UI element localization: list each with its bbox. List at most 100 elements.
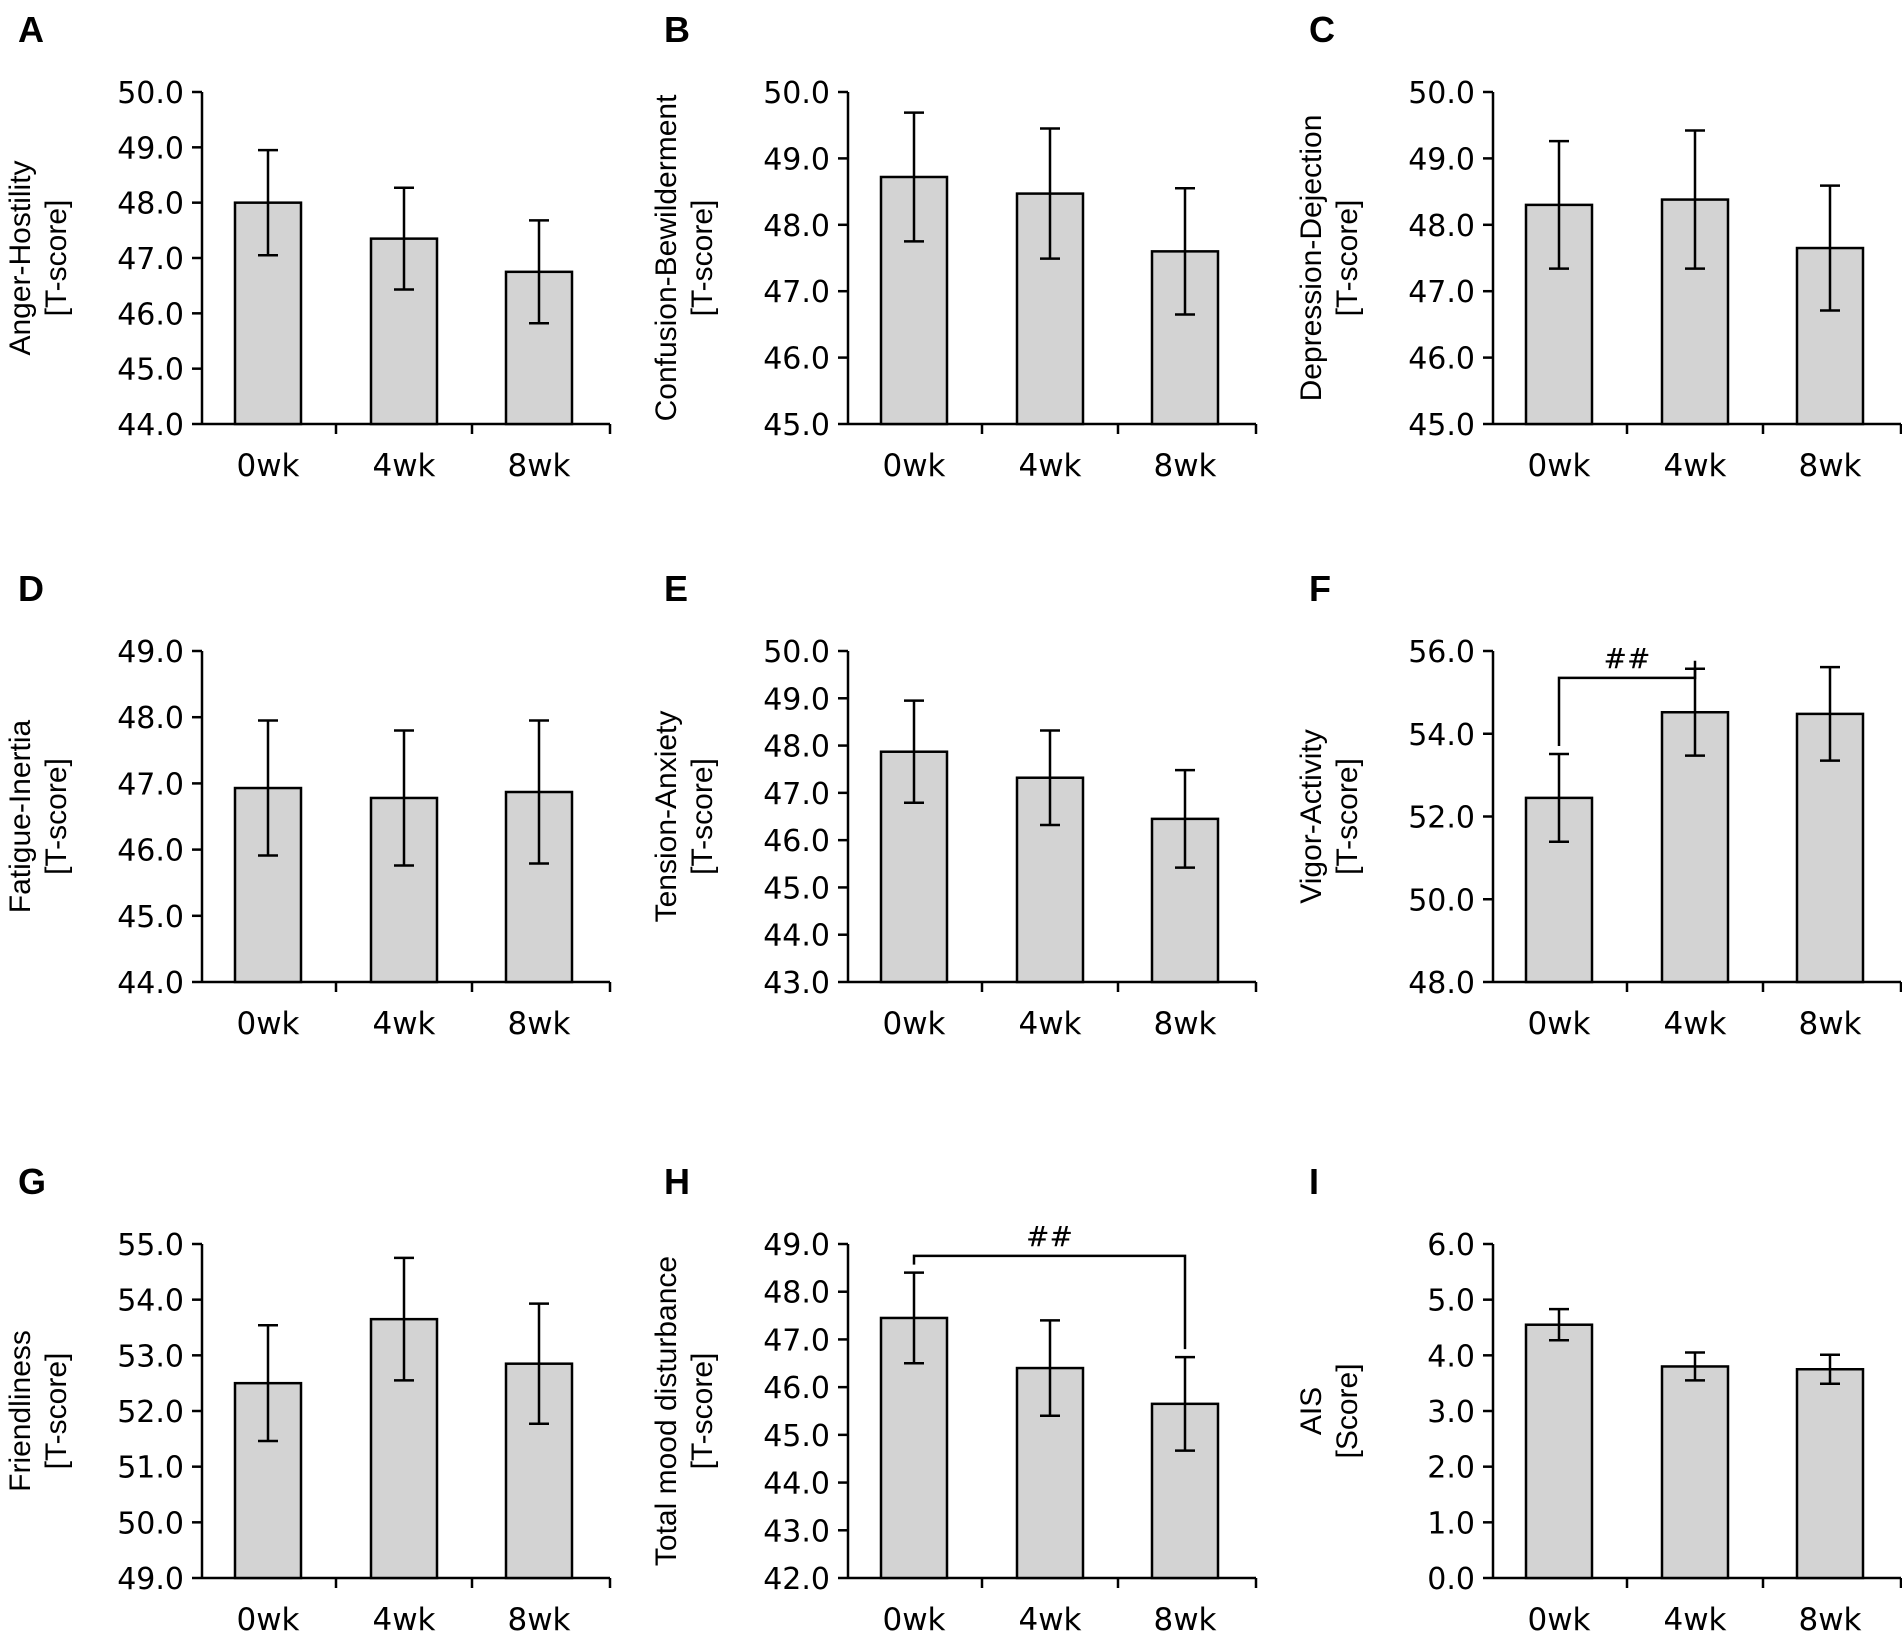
panel-letter: E [664, 568, 688, 609]
y-tick-label: 50.0 [1408, 883, 1475, 918]
y-tick-label: 43.0 [763, 966, 830, 1001]
y-tick-label: 0.0 [1427, 1562, 1475, 1597]
y-tick-label: 45.0 [763, 1419, 830, 1454]
x-category-label: 8wk [1153, 1602, 1216, 1638]
y-axis-label-line: [T-score] [40, 1353, 73, 1470]
y-tick-label: 52.0 [1408, 801, 1475, 836]
y-tick-label: 44.0 [763, 919, 830, 954]
y-tick-label: 45.0 [763, 408, 830, 443]
y-tick-label: 48.0 [1408, 966, 1475, 1001]
panel-letter: G [18, 1161, 46, 1202]
panel-letter: F [1309, 568, 1331, 609]
panel-d: D 49.0 48.0 47.0 46.0 45.0 44.0 Fatigue-Inertia… [4, 568, 612, 1042]
y-tick-label: 47.0 [763, 275, 830, 310]
x-category-label: 4wk [372, 1602, 435, 1638]
significance-bracket [1557, 660, 1697, 747]
panel-letter: H [664, 1161, 690, 1202]
y-tick-label: 45.0 [117, 900, 184, 935]
y-axis-label-line: [T-score] [1331, 200, 1364, 317]
panel-e: E 50.0 49.0 48.0 47.0 46.0 45.0 44.0 43.0 Tension… [650, 568, 1258, 1042]
y-tick-label: 53.0 [117, 1339, 184, 1374]
panel-h: H 49.0 48.0 47.0 46.0 45.0 44.0 43.0 42.0 Total m… [650, 1161, 1258, 1638]
y-axis-label: Depression-Dejection [T-score] [1295, 115, 1364, 402]
x-category-label: 8wk [1798, 1602, 1861, 1638]
panel-letter: A [18, 9, 44, 50]
panel-f: F 56.0 54.0 52.0 50.0 48.0 Vigor-Activity [T-sc… [1295, 568, 1902, 1042]
y-tick-label: 5.0 [1427, 1284, 1475, 1319]
x-category-label: 0wk [882, 1602, 945, 1638]
x-category-label: 4wk [1663, 1006, 1726, 1042]
bar-0wk [1524, 1323, 1594, 1580]
y-tick-label: 49.0 [763, 142, 830, 177]
y-tick-label: 54.0 [1408, 718, 1475, 753]
y-axis-label-line: [T-score] [686, 1353, 719, 1470]
x-category-label: 4wk [1663, 1602, 1726, 1638]
y-tick-label: 45.0 [763, 871, 830, 906]
y-tick-label: 49.0 [763, 1228, 830, 1263]
y-tick-label: 48.0 [117, 701, 184, 736]
x-category-label: 0wk [1527, 1006, 1590, 1042]
x-category-label: 8wk [1153, 1006, 1216, 1042]
x-category-label: 0wk [882, 1006, 945, 1042]
y-tick-label: 48.0 [763, 1276, 830, 1311]
panel-letter: B [664, 9, 690, 50]
y-tick-label: 49.0 [117, 1562, 184, 1597]
y-tick-label: 49.0 [1408, 142, 1475, 177]
significance-label: ## [1604, 642, 1651, 675]
y-tick-label: 56.0 [1408, 635, 1475, 670]
y-tick-label: 49.0 [117, 635, 184, 670]
y-tick-label: 50.0 [1408, 76, 1475, 111]
x-category-label: 4wk [1018, 448, 1081, 484]
y-axis-label-line: [T-score] [40, 758, 73, 875]
y-tick-label: 47.0 [117, 242, 184, 277]
y-axis-label-line: Tension-Anxiety [650, 711, 683, 923]
y-axis-label-line: Anger-Hostility [4, 160, 37, 355]
y-tick-label: 49.0 [117, 131, 184, 166]
y-axis-label-line: [T-score] [1331, 758, 1364, 875]
x-category-label: 0wk [236, 1006, 299, 1042]
y-tick-label: 55.0 [117, 1228, 184, 1263]
y-axis-label-line: [T-score] [40, 200, 73, 317]
x-category-label: 4wk [1018, 1006, 1081, 1042]
y-tick-label: 50.0 [117, 1506, 184, 1541]
y-tick-label: 50.0 [117, 76, 184, 111]
y-tick-label: 52.0 [117, 1395, 184, 1430]
y-axis-label: Tension-Anxiety [T-score] [650, 711, 719, 923]
y-axis-label: Vigor-Activity [T-score] [1295, 729, 1364, 904]
y-axis-label-line: Confusion-Bewilderment [650, 94, 683, 421]
y-tick-label: 47.0 [117, 767, 184, 802]
x-category-label: 0wk [236, 448, 299, 484]
y-tick-label: 50.0 [763, 76, 830, 111]
y-tick-label: 6.0 [1427, 1228, 1475, 1263]
y-axis-label-line: [Score] [1331, 1363, 1364, 1458]
y-tick-label: 3.0 [1427, 1395, 1475, 1430]
y-axis-label: Total mood disturbance [T-score] [650, 1256, 719, 1566]
significance-bracket [912, 1254, 1187, 1350]
y-axis-label-line: [T-score] [686, 200, 719, 317]
y-axis-label-line: Fatigue-Inertia [4, 719, 37, 913]
panel-letter: D [18, 568, 44, 609]
panel-letter: I [1309, 1161, 1319, 1202]
x-category-label: 0wk [236, 1602, 299, 1638]
x-category-label: 8wk [507, 448, 570, 484]
significance-label: ## [1026, 1220, 1073, 1253]
x-category-label: 4wk [372, 448, 435, 484]
y-axis-label-line: Total mood disturbance [650, 1256, 683, 1566]
y-tick-label: 47.0 [763, 1323, 830, 1358]
y-tick-label: 46.0 [117, 297, 184, 332]
y-axis-label-line: [T-score] [686, 758, 719, 875]
x-category-label: 4wk [1663, 448, 1726, 484]
y-tick-label: 54.0 [117, 1284, 184, 1319]
y-tick-label: 4.0 [1427, 1339, 1475, 1374]
bar-4wk [1660, 1365, 1730, 1580]
y-tick-label: 50.0 [763, 635, 830, 670]
y-tick-label: 46.0 [117, 834, 184, 869]
panel-c: C 50.0 49.0 48.0 47.0 46.0 45.0 Depression-Deje… [1295, 9, 1902, 484]
x-category-label: 8wk [1798, 1006, 1861, 1042]
y-axis-label-line: AIS [1295, 1387, 1328, 1435]
x-category-label: 0wk [1527, 448, 1590, 484]
y-axis-label: Confusion-Bewilderment [T-score] [650, 94, 719, 421]
x-category-label: 8wk [507, 1006, 570, 1042]
x-category-label: 0wk [882, 448, 945, 484]
